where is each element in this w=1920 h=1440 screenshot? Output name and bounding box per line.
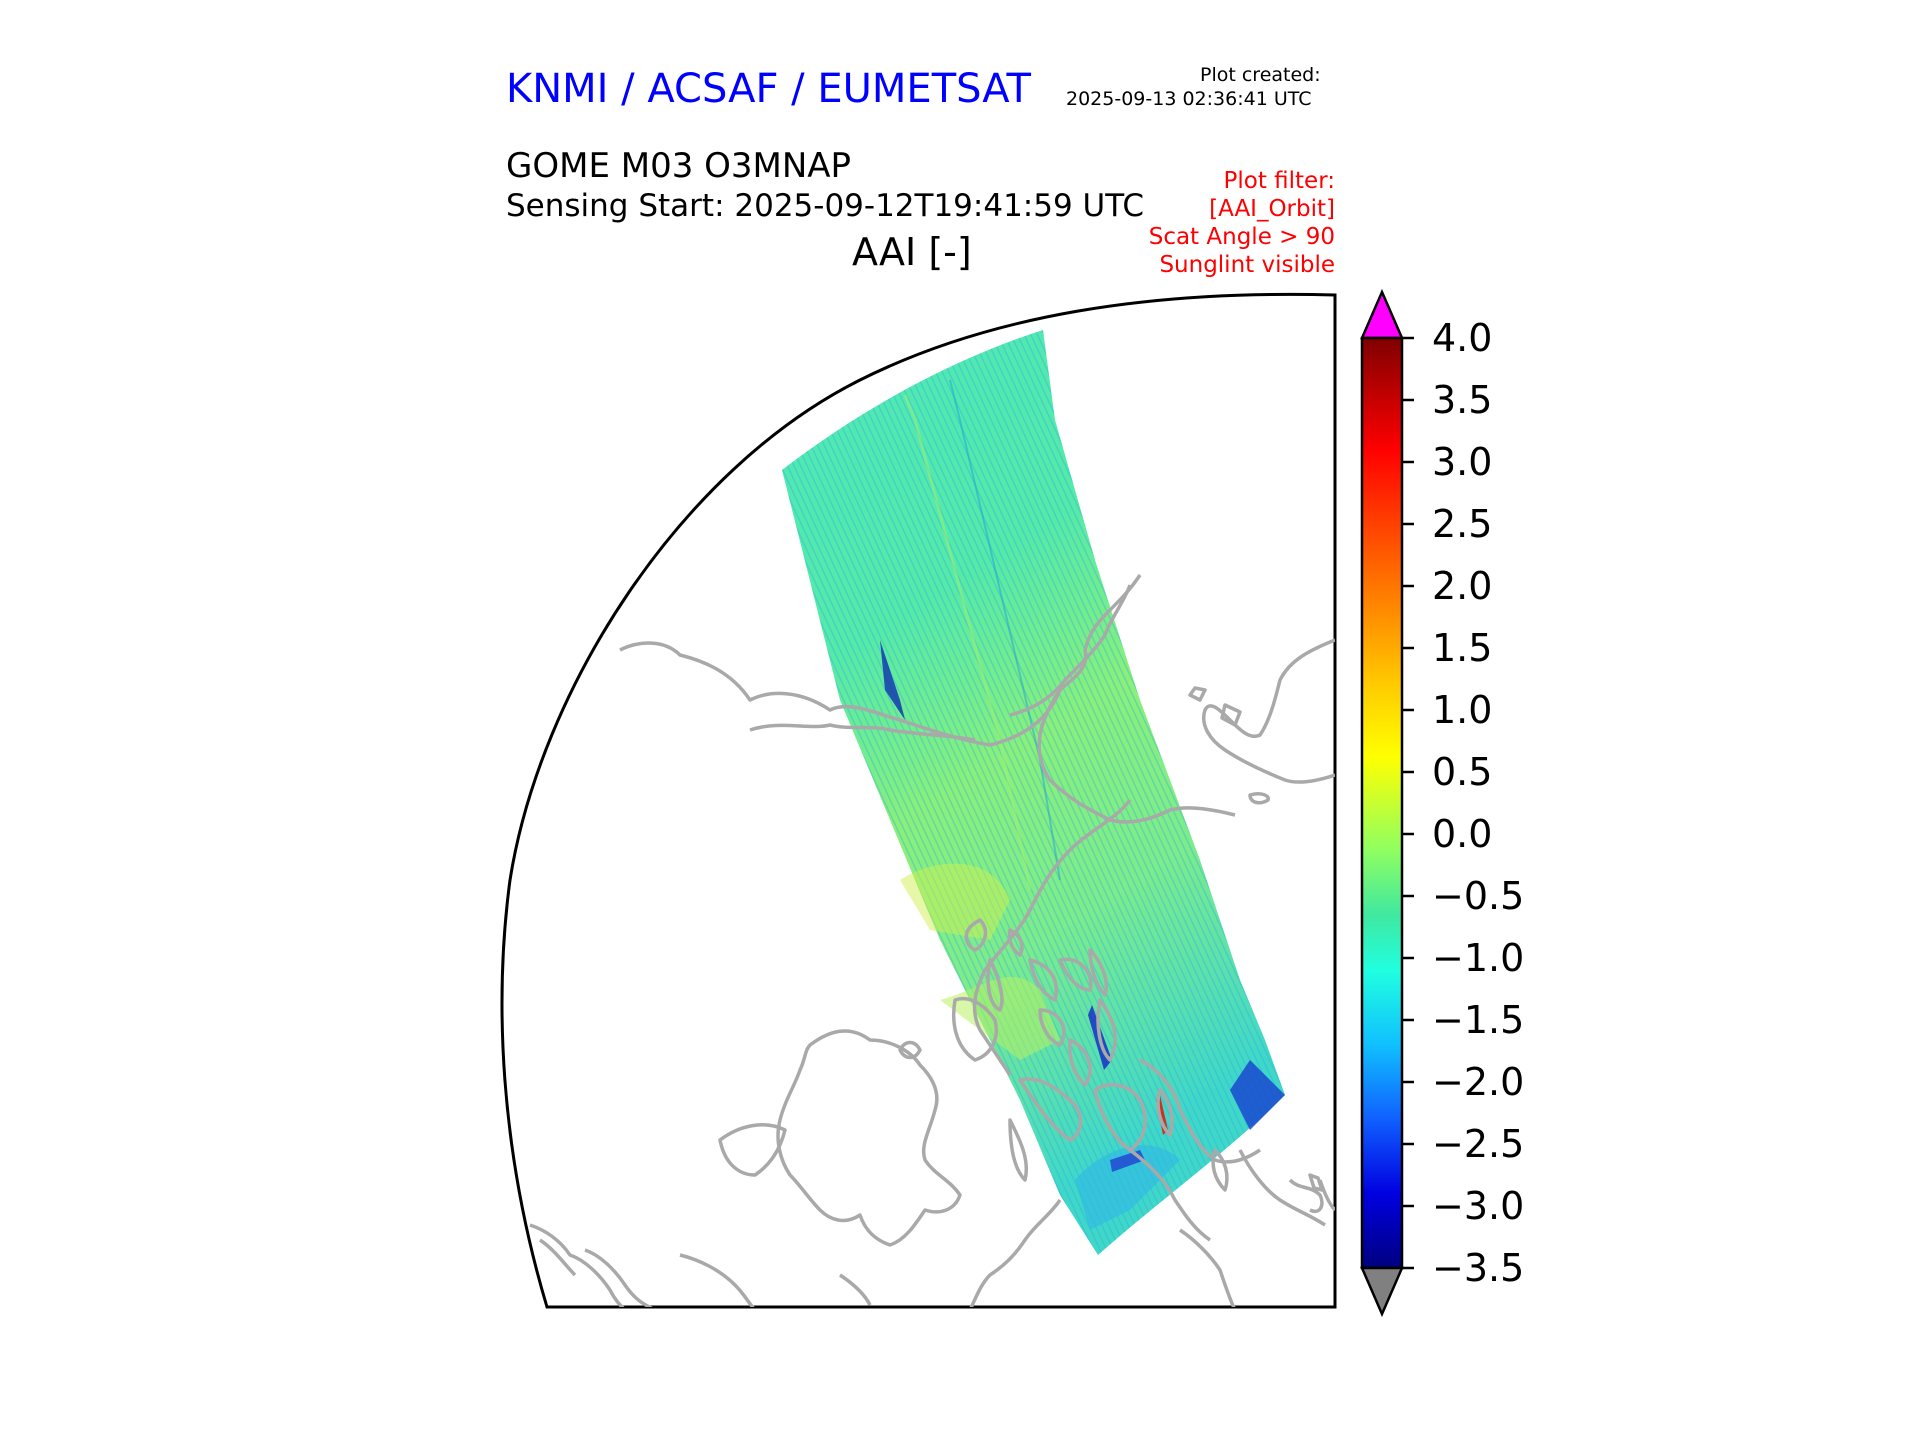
colorbar-tick-label: 2.5 [1432,502,1492,546]
colorbar-tick-label: 2.0 [1432,564,1492,608]
colorbar: 4.0 3.5 3.0 2.5 2.0 1.5 1.0 0.5 0.0 −0.5 −1.0 −1.5 −… [1360,288,1524,1318]
colorbar-ticks: 4.0 3.5 3.0 2.5 2.0 1.5 1.0 0.5 0.0 −0.5 −1.0 −1.5 −… [1402,316,1524,1290]
colorbar-tick-label: −1.0 [1432,936,1524,980]
colorbar-over-extension [1360,288,1404,340]
sensing-start: Sensing Start: 2025-09-12T19:41:59 UTC [506,188,1144,224]
colorbar-tick-label: −3.5 [1432,1246,1524,1290]
colorbar-under-extension [1360,1266,1404,1318]
plot-filter-sunglint: Sunglint visible [1159,252,1335,278]
colorbar-tick-label: −1.5 [1432,998,1524,1042]
colorbar-tick-label: −2.0 [1432,1060,1524,1104]
colorbar-gradient [1360,336,1404,1270]
org-title: KNMI / ACSAF / EUMETSAT [506,66,1031,112]
swath-texture [782,330,1285,1255]
colorbar-tick-label: −3.0 [1432,1184,1524,1228]
plot-filter-label: Plot filter: [1223,168,1335,194]
colorbar-tick-label: 3.5 [1432,378,1492,422]
coastlines [529,574,1335,1307]
colorbar-tick-label: 0.5 [1432,750,1492,794]
colorbar-tick-label: 1.0 [1432,688,1492,732]
product-title: GOME M03 O3MNAP [506,146,852,186]
plot-filter-aai-orbit: [AAI_Orbit] [1209,196,1335,222]
colorbar-tick-label: 3.0 [1432,440,1492,484]
plot-filter-scat-angle: Scat Angle > 90 [1148,224,1335,250]
colorbar-tick-label: −0.5 [1432,874,1524,918]
colorbar-tick-label: 1.5 [1432,626,1492,670]
colorbar-tick-label: 4.0 [1432,316,1492,360]
plot-created-time: 2025-09-13 02:36:41 UTC [1066,88,1312,110]
variable-title: AAI [-] [852,230,972,274]
plot-created-label: Plot created: [1200,64,1321,86]
colorbar-tick-label: 0.0 [1432,812,1492,856]
colorbar-tick-label: −2.5 [1432,1122,1524,1166]
